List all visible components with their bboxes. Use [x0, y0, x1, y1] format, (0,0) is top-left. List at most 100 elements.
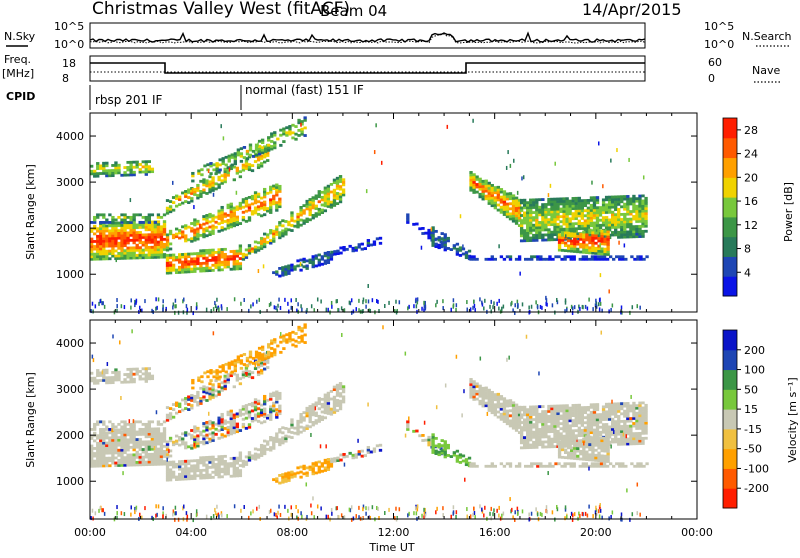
power-cell [196, 189, 199, 192]
power-cell [260, 162, 263, 165]
velocity-cell [284, 472, 287, 475]
station-title: Christmas Valley West (fitACF) [92, 0, 350, 19]
power-cell [547, 223, 550, 226]
velocity-cell [221, 386, 224, 389]
velocity-cell [318, 461, 321, 464]
power-cell [532, 226, 535, 229]
power-cell [567, 234, 570, 237]
velocity-cell [254, 453, 257, 456]
power-cell [290, 266, 293, 269]
velocity-cell [281, 481, 284, 484]
power-cell [512, 199, 515, 202]
power-cell [291, 131, 294, 134]
velocity-cell [478, 390, 481, 393]
power-cell [629, 210, 632, 213]
velocity-cell [239, 414, 242, 417]
power-cell [584, 199, 587, 202]
velocity-cell [120, 444, 123, 447]
power-cell [544, 233, 547, 236]
velocity-cell [364, 454, 367, 457]
power-cell [248, 204, 251, 207]
power-cell [611, 226, 614, 229]
power-cell [93, 248, 96, 251]
power-cell [299, 209, 302, 212]
velocity-cell [526, 418, 529, 421]
power-cell [620, 233, 623, 236]
power-cell [561, 239, 564, 242]
power-cell [193, 221, 196, 224]
power-cell [529, 209, 532, 212]
power-colorbar-swatch [723, 217, 737, 237]
velocity-cell [494, 465, 497, 468]
power-cell [544, 223, 547, 226]
power-cell [251, 164, 254, 167]
power-cell [606, 258, 609, 261]
velocity-cell [205, 456, 208, 459]
velocity-cell [114, 436, 117, 439]
velocity-cell [465, 463, 468, 466]
power-cell [324, 199, 327, 202]
power-cell [576, 250, 579, 253]
velocity-cell [151, 433, 154, 436]
velocity-cell [614, 433, 617, 436]
velocity-cell [221, 421, 224, 424]
velocity-cell [245, 409, 248, 412]
power-cell [148, 251, 151, 254]
velocity-cell [529, 446, 532, 449]
velocity-cell [117, 373, 120, 376]
power-cell [111, 224, 114, 227]
power-cell [129, 249, 132, 252]
power-cell [184, 271, 187, 274]
power-cell [582, 243, 585, 246]
power-cell [621, 255, 624, 258]
power-cell [312, 258, 315, 261]
velocity-cell [482, 394, 485, 397]
velocity-cell [208, 456, 211, 459]
power-cell [123, 234, 126, 237]
velocity-cell [275, 398, 278, 401]
power-cell [208, 251, 211, 254]
velocity-cell [254, 398, 257, 401]
power-cell [169, 264, 172, 267]
power-cell [205, 262, 208, 265]
velocity-cell [478, 392, 481, 395]
power-cell [105, 240, 108, 243]
velocity-cell [230, 425, 233, 428]
velocity-cell [339, 400, 342, 403]
velocity-cell [209, 372, 212, 375]
velocity-cell [142, 443, 145, 446]
power-cell [597, 229, 600, 232]
power-cell [562, 228, 565, 231]
power-cell [590, 209, 593, 212]
velocity-cell [562, 430, 565, 433]
velocity-cell [617, 418, 620, 421]
velocity-cell [636, 465, 639, 468]
power-noise-cell [470, 307, 472, 311]
power-cell [547, 231, 550, 234]
velocity-cell [199, 472, 202, 475]
velocity-cell [620, 440, 623, 443]
power-cell [584, 202, 587, 205]
power-cell [93, 240, 96, 243]
power-cell [111, 229, 114, 232]
power-cell [225, 156, 228, 159]
velocity-cell [132, 456, 135, 459]
velocity-cell [242, 373, 245, 376]
velocity-cell [520, 441, 523, 444]
velocity-cell [617, 423, 620, 426]
power-cell [117, 222, 120, 225]
power-cell [90, 170, 93, 173]
power-cell [163, 256, 166, 259]
power-noise-cell [355, 307, 357, 311]
velocity-cell [108, 452, 111, 455]
velocity-cell [526, 431, 529, 434]
power-cell [559, 215, 562, 218]
power-cell [556, 228, 559, 231]
power-cell [565, 225, 568, 228]
power-cell [273, 141, 276, 144]
velocity-cell [96, 420, 99, 423]
power-cell [239, 175, 242, 178]
power-cell [120, 174, 123, 177]
velocity-cell [205, 386, 208, 389]
power-cell [193, 252, 196, 255]
